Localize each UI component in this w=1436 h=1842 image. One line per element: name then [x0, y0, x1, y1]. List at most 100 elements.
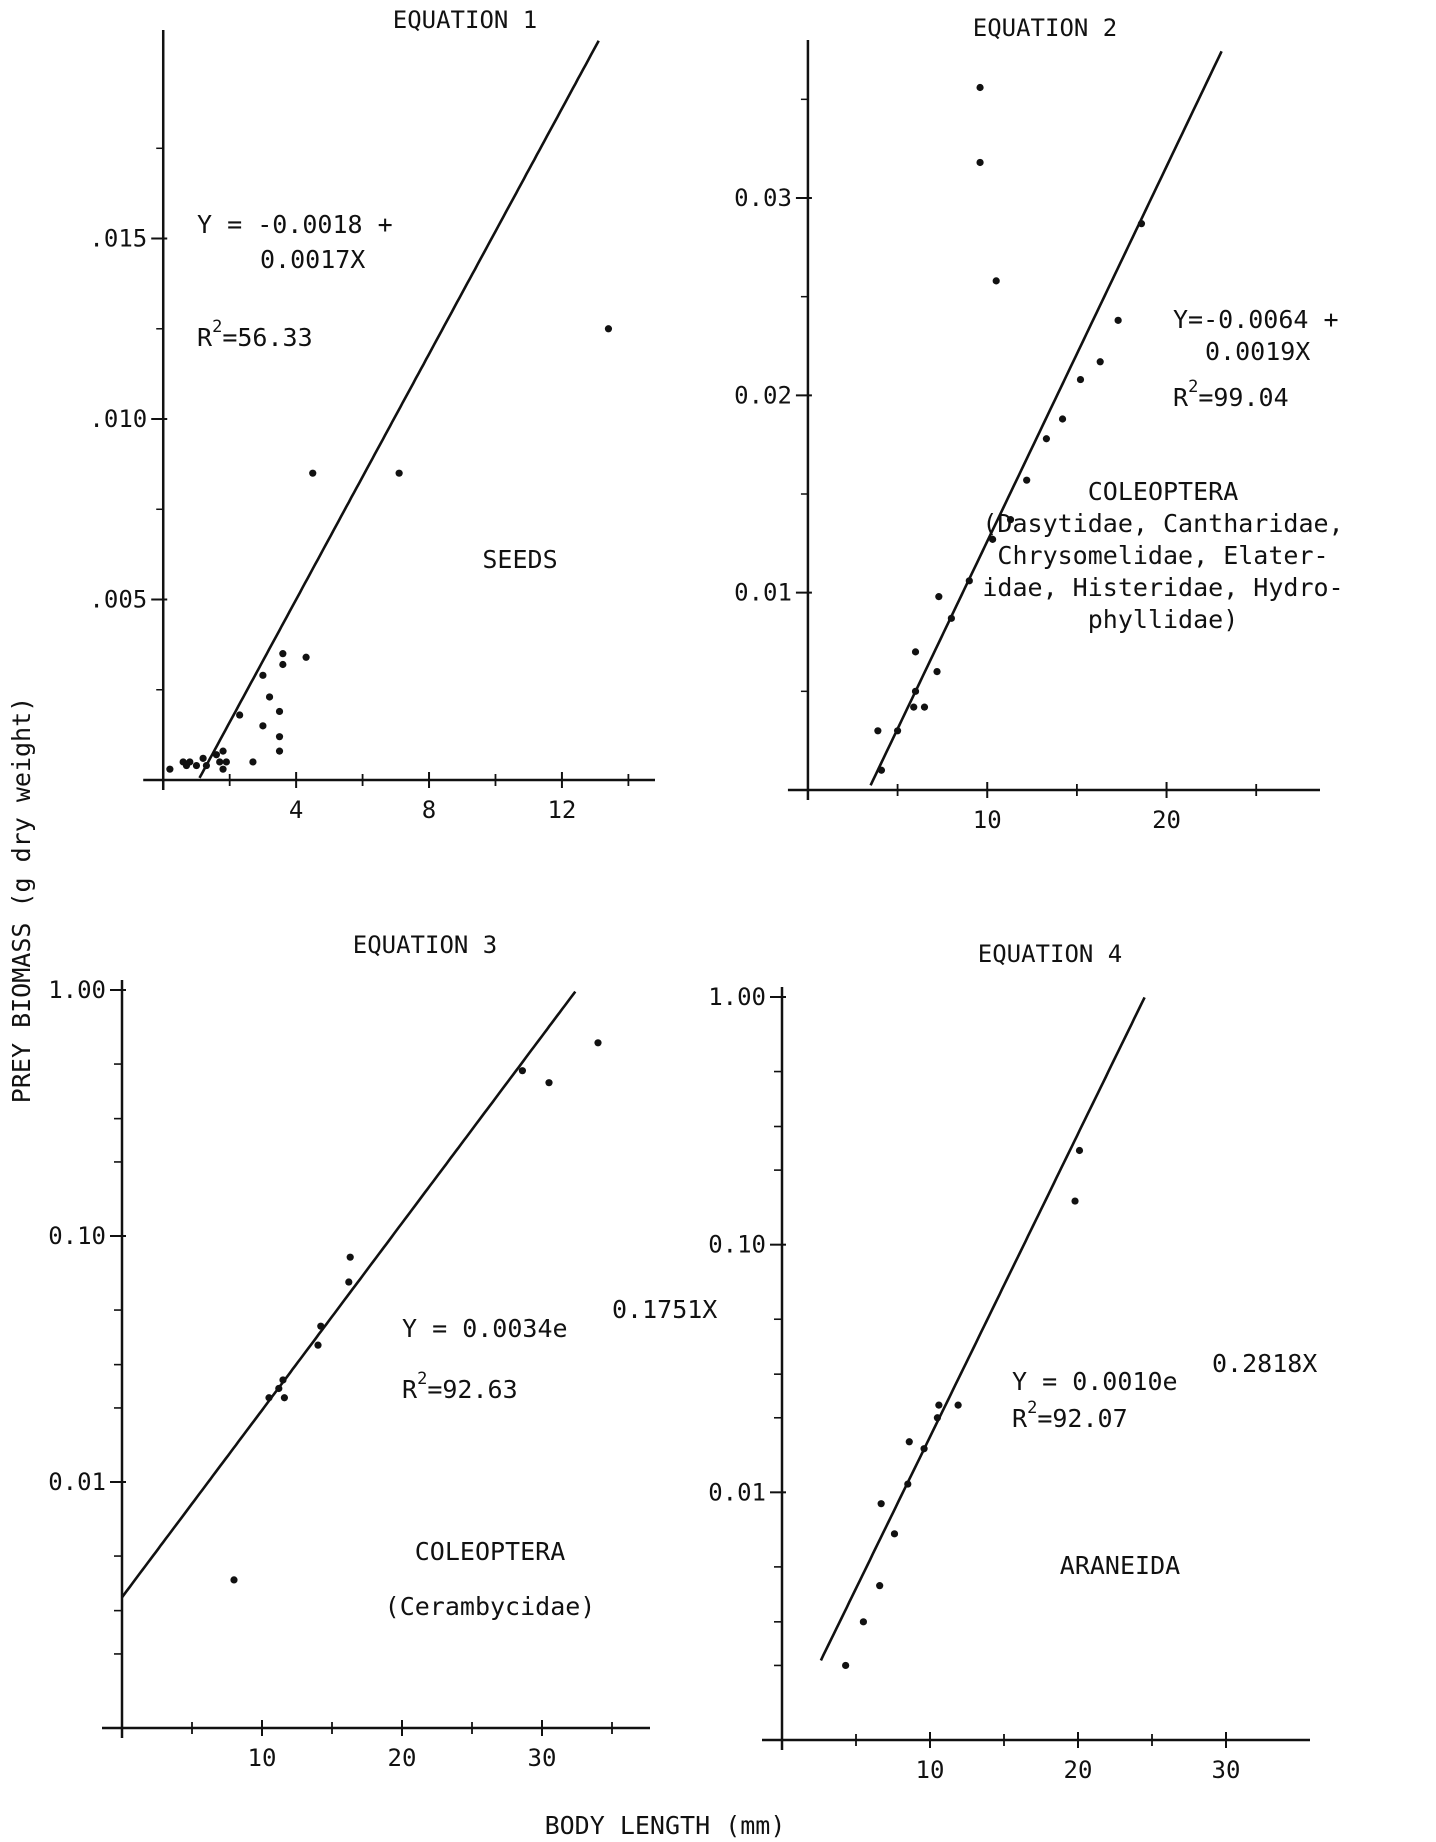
data-point — [877, 766, 886, 774]
data-point — [275, 707, 284, 716]
data-point — [192, 761, 201, 770]
data-point — [275, 1384, 283, 1393]
data-point — [893, 727, 902, 735]
data-point — [947, 614, 955, 622]
fit-equation: Y = 0.0010e — [1012, 1367, 1178, 1396]
data-point — [920, 1445, 928, 1453]
fit-equation-line2: 0.0019X — [1205, 337, 1310, 366]
data-point — [905, 1438, 913, 1446]
data-point — [275, 733, 284, 741]
data-point — [890, 1530, 899, 1538]
data-point — [965, 577, 973, 585]
r-squared-value: =92.07 — [1037, 1404, 1127, 1433]
r-squared-exponent: 2 — [1027, 1398, 1037, 1418]
data-point — [935, 593, 943, 601]
data-point — [212, 751, 220, 759]
taxon-label: Chrysomelidae, Elater- — [997, 541, 1328, 570]
data-point — [1137, 220, 1146, 228]
x-tick-label: 30 — [528, 1744, 557, 1772]
panels: EQUATION 1 4 8 12 .005 .010 .015 Y = -0.0018 + 0… — [48, 6, 1343, 1784]
data-point — [911, 687, 920, 695]
data-point — [874, 727, 882, 735]
taxon-label: idae, Histeridae, Hydro- — [982, 573, 1343, 602]
y-tick-label: 1.00 — [708, 983, 766, 1011]
data-point — [259, 722, 267, 730]
taxon-label: (Dasytidae, Cantharidae, — [982, 509, 1343, 538]
data-point — [545, 1079, 553, 1087]
data-point — [317, 1322, 325, 1330]
chart-title: EQUATION 3 — [353, 931, 498, 959]
data-point — [933, 1414, 942, 1422]
taxon-label: phyllidae) — [1088, 605, 1239, 634]
data-point — [904, 1480, 912, 1488]
data-point — [265, 1394, 273, 1402]
fit-equation-exponent: 0.1751X — [612, 1295, 717, 1324]
y-tick-label: 0.01 — [708, 1478, 766, 1506]
data-point — [202, 761, 211, 770]
data-point — [518, 1067, 527, 1075]
y-tick-label: .005 — [89, 586, 147, 614]
regression-line — [120, 990, 577, 1599]
x-tick-label: 20 — [1152, 806, 1181, 834]
data-point — [1075, 1146, 1084, 1155]
data-point — [236, 711, 244, 719]
x-tick-label: 10 — [248, 1744, 277, 1772]
fit-equation-line2: 0.0017X — [260, 245, 365, 274]
data-point — [910, 703, 918, 711]
r-squared-value: =92.63 — [427, 1375, 517, 1404]
shared-x-axis-label: BODY LENGTH (mm) — [545, 1811, 786, 1840]
data-point — [1023, 476, 1031, 484]
data-point — [1042, 435, 1051, 443]
taxon-label: COLEOPTERA — [415, 1537, 566, 1566]
data-point — [876, 1582, 884, 1590]
y-tick-label: .010 — [89, 405, 147, 433]
data-point — [302, 653, 310, 661]
data-point — [877, 1500, 885, 1508]
r-squared-symbol: R — [1012, 1404, 1028, 1433]
data-point — [222, 758, 230, 766]
y-tick-label: 0.01 — [734, 579, 792, 607]
data-point — [230, 1576, 238, 1584]
data-point — [933, 668, 941, 676]
fit-equation: Y = -0.0018 + — [197, 210, 393, 239]
r-squared-symbol: R — [1173, 383, 1189, 412]
data-point — [279, 1376, 287, 1384]
data-point — [604, 325, 613, 333]
chart-panel-4: EQUATION 4 10 20 30 0.01 0.10 1.00 Y = 0.0010e 0… — [708, 940, 1317, 1784]
data-point — [186, 758, 194, 766]
data-point — [309, 469, 317, 477]
data-point — [992, 277, 1000, 285]
chart-panel-2: EQUATION 2 10 20 0.01 0.02 0.03 Y=-0.0064 + 0.0… — [734, 14, 1343, 834]
data-point — [911, 648, 920, 656]
y-tick-label: 0.10 — [48, 1222, 106, 1250]
taxon-label: (Cerambycidae) — [385, 1592, 596, 1621]
y-tick-label: 0.01 — [48, 1468, 106, 1496]
y-tick-label: 0.02 — [734, 381, 792, 409]
fit-equation: Y = 0.0034e — [402, 1314, 568, 1343]
regression-line — [869, 50, 1223, 786]
data-point — [989, 535, 997, 543]
y-tick-label: 0.10 — [708, 1231, 766, 1259]
chart-panel-1: EQUATION 1 4 8 12 .005 .010 .015 Y = -0.0018 + 0… — [89, 6, 655, 824]
x-tick-label: 8 — [422, 796, 436, 824]
data-point — [594, 1039, 602, 1047]
data-point — [219, 747, 227, 755]
x-tick-label: 10 — [973, 806, 1002, 834]
data-point — [346, 1253, 354, 1261]
x-tick-label: 20 — [1064, 1756, 1093, 1784]
r-squared-label: R2=56.33 — [197, 317, 313, 352]
r-squared-exponent: 2 — [417, 1369, 427, 1389]
data-point — [1114, 316, 1122, 324]
x-tick-label: 30 — [1212, 1756, 1241, 1784]
taxon-label: SEEDS — [482, 545, 557, 574]
data-point — [199, 754, 207, 762]
taxon-label: COLEOPTERA — [1088, 477, 1239, 506]
x-tick-label: 12 — [547, 796, 576, 824]
data-point — [920, 703, 929, 711]
r-squared-symbol: R — [197, 323, 213, 352]
regression-line — [819, 996, 1146, 1661]
r-squared-label: R2=99.04 — [1173, 377, 1289, 412]
chart-title: EQUATION 2 — [973, 14, 1118, 42]
data-point — [976, 158, 984, 167]
